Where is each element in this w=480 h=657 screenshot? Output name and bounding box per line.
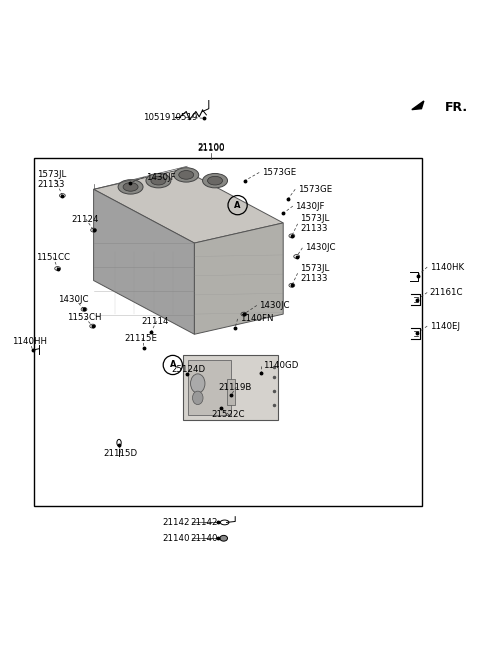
Ellipse shape xyxy=(220,535,228,541)
Text: 1140GD: 1140GD xyxy=(263,361,299,371)
Text: A: A xyxy=(234,200,241,210)
Text: 1430JC: 1430JC xyxy=(58,295,88,304)
Polygon shape xyxy=(94,169,283,243)
Bar xyxy=(183,355,278,420)
Text: 10519: 10519 xyxy=(170,113,198,122)
Text: 21100: 21100 xyxy=(197,143,225,152)
Ellipse shape xyxy=(179,171,194,179)
Text: 1153CH: 1153CH xyxy=(67,313,102,323)
Text: 21522C: 21522C xyxy=(211,411,245,419)
Text: 21119B: 21119B xyxy=(218,382,252,392)
Polygon shape xyxy=(94,189,194,334)
Ellipse shape xyxy=(207,176,223,185)
Text: 1140HH: 1140HH xyxy=(12,337,47,346)
Text: 1140EJ: 1140EJ xyxy=(430,321,460,330)
Bar xyxy=(227,379,235,405)
Ellipse shape xyxy=(151,176,166,185)
Bar xyxy=(188,359,231,415)
Text: 1140HK: 1140HK xyxy=(430,263,464,271)
Text: 21115D: 21115D xyxy=(103,449,137,458)
Text: 21161C: 21161C xyxy=(430,288,463,297)
Ellipse shape xyxy=(118,180,143,194)
Text: 1573GE: 1573GE xyxy=(262,168,296,177)
Text: 1430JF: 1430JF xyxy=(295,202,324,211)
Text: 21115E: 21115E xyxy=(125,334,158,342)
Text: FR.: FR. xyxy=(445,101,468,114)
Polygon shape xyxy=(412,101,424,110)
Text: 21140: 21140 xyxy=(162,533,190,543)
Text: 1430JF: 1430JF xyxy=(146,173,176,182)
Ellipse shape xyxy=(192,391,203,405)
Text: 1573JL
21133: 1573JL 21133 xyxy=(37,170,67,189)
Ellipse shape xyxy=(203,173,228,188)
Text: 1573JL
21133: 1573JL 21133 xyxy=(300,214,329,233)
Text: 1140FN: 1140FN xyxy=(240,315,274,323)
Text: 21124: 21124 xyxy=(71,215,98,223)
Text: 1573JL
21133: 1573JL 21133 xyxy=(300,263,329,283)
Ellipse shape xyxy=(174,168,199,182)
Text: 21142: 21142 xyxy=(162,518,190,527)
Text: A: A xyxy=(169,361,176,369)
Text: 25124D: 25124D xyxy=(172,365,206,374)
Text: 1151CC: 1151CC xyxy=(36,253,70,262)
Ellipse shape xyxy=(146,173,171,188)
Ellipse shape xyxy=(191,374,205,393)
Text: 21142: 21142 xyxy=(190,518,217,528)
Text: 21100: 21100 xyxy=(197,145,225,154)
Text: 10519: 10519 xyxy=(143,113,170,122)
Text: 1573GE: 1573GE xyxy=(298,185,332,194)
Text: 1430JC: 1430JC xyxy=(259,301,290,310)
Text: 1430JC: 1430JC xyxy=(305,243,336,252)
Ellipse shape xyxy=(123,183,138,191)
Bar xyxy=(34,158,422,506)
Text: 21114: 21114 xyxy=(142,317,169,326)
Text: 21140: 21140 xyxy=(190,533,217,543)
Polygon shape xyxy=(194,223,283,334)
